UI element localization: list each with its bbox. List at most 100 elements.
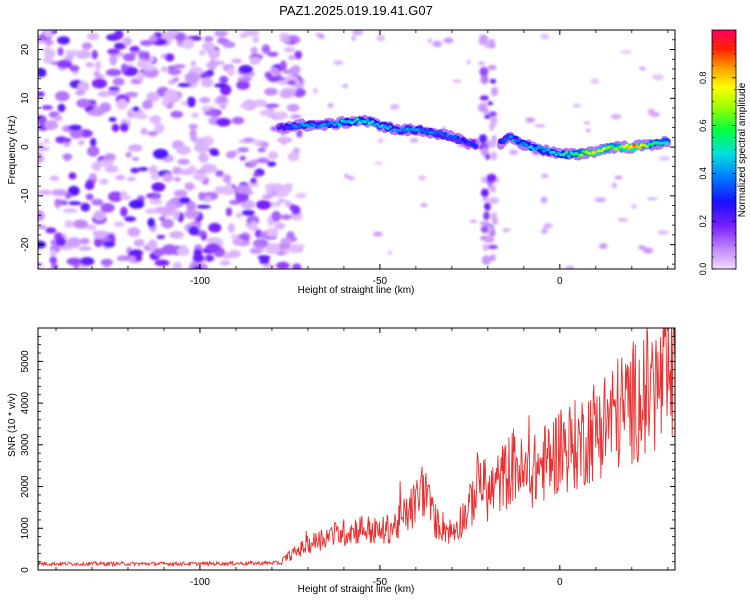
noise-blob	[631, 204, 637, 210]
noise-blob	[120, 63, 128, 73]
noise-column-blob	[490, 86, 499, 97]
signal-blob	[388, 125, 392, 129]
noise-blob	[80, 202, 91, 212]
signal-blob	[403, 129, 408, 133]
noise-blob	[147, 239, 158, 250]
noise-blob	[55, 91, 70, 102]
noise-blob	[466, 59, 471, 65]
signal-blob	[398, 128, 402, 133]
noise-blob	[658, 156, 671, 161]
noise-blob	[240, 199, 256, 210]
noise-blob	[192, 254, 205, 263]
noise-blob	[296, 83, 305, 90]
noise-blob	[222, 174, 232, 184]
noise-blob	[99, 178, 109, 185]
noise-blob	[186, 96, 196, 108]
noise-blob	[278, 198, 286, 203]
snr-panel: -100 -50 0 0 1000 2000 3000 4000 5000 Height of …	[7, 327, 676, 595]
noise-blob	[188, 225, 199, 236]
noise-blob	[120, 122, 129, 132]
noise-blob	[66, 237, 82, 248]
noise-blob	[103, 241, 115, 248]
noise-blob	[235, 184, 252, 194]
noise-blob	[283, 69, 293, 75]
spectrogram-x-tick-label: -50	[373, 276, 388, 287]
noise-blob	[572, 104, 581, 108]
noise-blob	[184, 209, 200, 219]
noise-blob	[209, 151, 220, 157]
noise-blob	[205, 243, 221, 252]
noise-blob	[643, 247, 654, 254]
snr-plot-area	[38, 328, 675, 568]
noise-blob	[170, 110, 184, 119]
snr-x-tick-label: 0	[557, 577, 563, 588]
spectrogram-x-tick-label: -100	[190, 276, 210, 287]
noise-blob	[173, 189, 188, 198]
noise-column-blob	[484, 114, 491, 119]
noise-blob	[253, 238, 269, 249]
noise-blob	[177, 82, 192, 88]
snr-x-tick-label: -100	[190, 577, 210, 588]
noise-blob	[137, 71, 145, 81]
noise-blob	[76, 98, 92, 109]
noise-blob	[276, 261, 290, 269]
noise-blob	[188, 123, 198, 130]
spectrogram-y-axis-label: Frequency (Hz)	[7, 116, 18, 185]
noise-blob	[261, 194, 274, 199]
noise-blob	[161, 31, 177, 38]
signal-blob	[307, 125, 312, 129]
noise-blob	[109, 54, 118, 66]
signal-blob	[574, 151, 579, 155]
noise-blob	[135, 254, 143, 262]
noise-blob	[256, 200, 272, 210]
noise-blob	[214, 30, 228, 37]
noise-blob	[113, 221, 125, 228]
noise-blob	[295, 192, 307, 199]
noise-blob	[146, 208, 157, 214]
noise-blob	[239, 155, 246, 161]
noise-column-blob	[478, 61, 485, 66]
noise-blob	[93, 70, 101, 77]
noise-blob	[130, 167, 140, 174]
noise-column-blob	[487, 64, 497, 71]
noise-blob	[138, 167, 149, 172]
noise-blob	[502, 228, 511, 233]
noise-blob	[100, 203, 115, 213]
noise-blob	[283, 47, 296, 53]
noise-blob	[199, 49, 206, 56]
signal-blob	[337, 123, 342, 127]
noise-blob	[239, 32, 249, 39]
signal-blob	[370, 120, 375, 124]
noise-blob	[84, 181, 95, 190]
noise-blob	[149, 35, 158, 43]
noise-blob	[137, 59, 149, 69]
noise-blob	[228, 249, 241, 258]
noise-blob	[38, 146, 50, 152]
noise-blob	[73, 219, 89, 229]
noise-blob	[261, 44, 271, 55]
noise-blob	[85, 193, 94, 201]
noise-blob	[53, 115, 63, 121]
noise-blob	[543, 222, 553, 229]
noise-blob	[38, 91, 45, 97]
noise-blob	[156, 234, 166, 240]
noise-blob	[64, 219, 74, 229]
noise-blob	[267, 161, 277, 167]
noise-blob	[250, 46, 258, 55]
signal-blob	[325, 123, 329, 127]
noise-blob	[291, 65, 301, 75]
signal-blob	[534, 147, 539, 151]
spectrogram-y-tick-label: -10	[20, 188, 31, 203]
noise-blob	[147, 131, 158, 137]
noise-blob	[267, 151, 279, 160]
colorbar-ticks: 0.0 0.2 0.4 0.6 0.8	[698, 41, 736, 275]
signal-blob	[443, 132, 448, 136]
signal-blob	[450, 137, 455, 141]
noise-blob	[318, 33, 325, 39]
noise-blob	[585, 128, 591, 133]
noise-blob	[271, 69, 282, 76]
noise-blob	[583, 121, 591, 125]
snr-frame	[37, 327, 676, 571]
noise-blob	[598, 243, 608, 250]
noise-blob	[280, 38, 292, 43]
